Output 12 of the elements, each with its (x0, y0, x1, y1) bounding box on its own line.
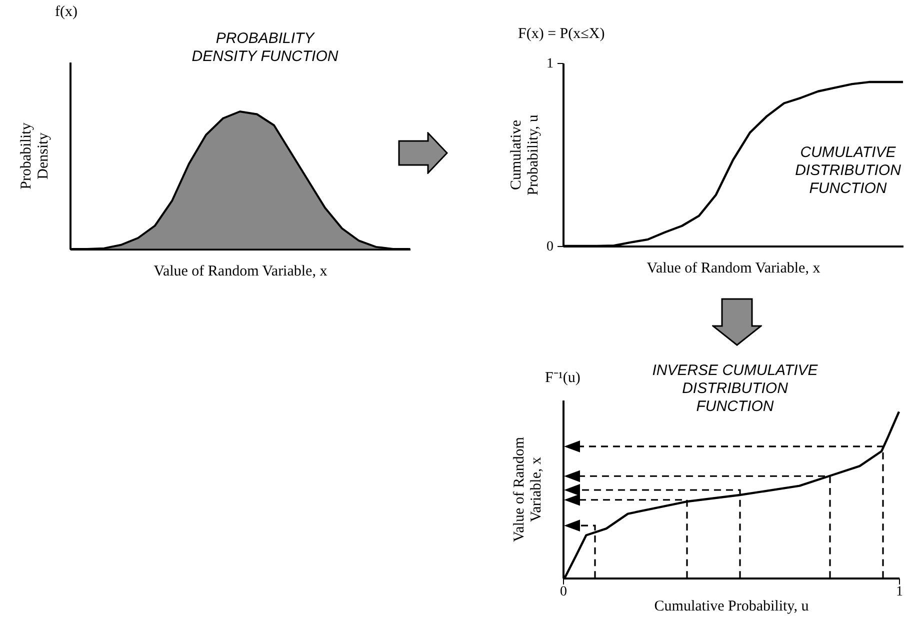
text: F(x) = P(x≤X) (518, 26, 605, 43)
text: F⁻¹(u) (545, 369, 580, 387)
x-axis-title: Value of Random Variable, x (646, 260, 821, 276)
x-axis-title: Value of Random Variable, x (154, 264, 328, 280)
chart-title: PROBABILITY DENSITY FUNCTION (190, 30, 340, 66)
text: CUMULATIVE DISTRIBUTION FUNCTION (794, 144, 902, 198)
y-axis-title: Cumulative Probability, u (508, 114, 542, 196)
y-axis-title: Probability Density (18, 122, 52, 190)
x-axis-title: Cumulative Probability, u (654, 598, 810, 614)
chart-title: INVERSE CUMULATIVE DISTRIBUTION FUNCTION (651, 362, 819, 416)
text: f(x) (55, 4, 78, 21)
y-axis-title: Value of Random Variable, x (512, 436, 544, 542)
